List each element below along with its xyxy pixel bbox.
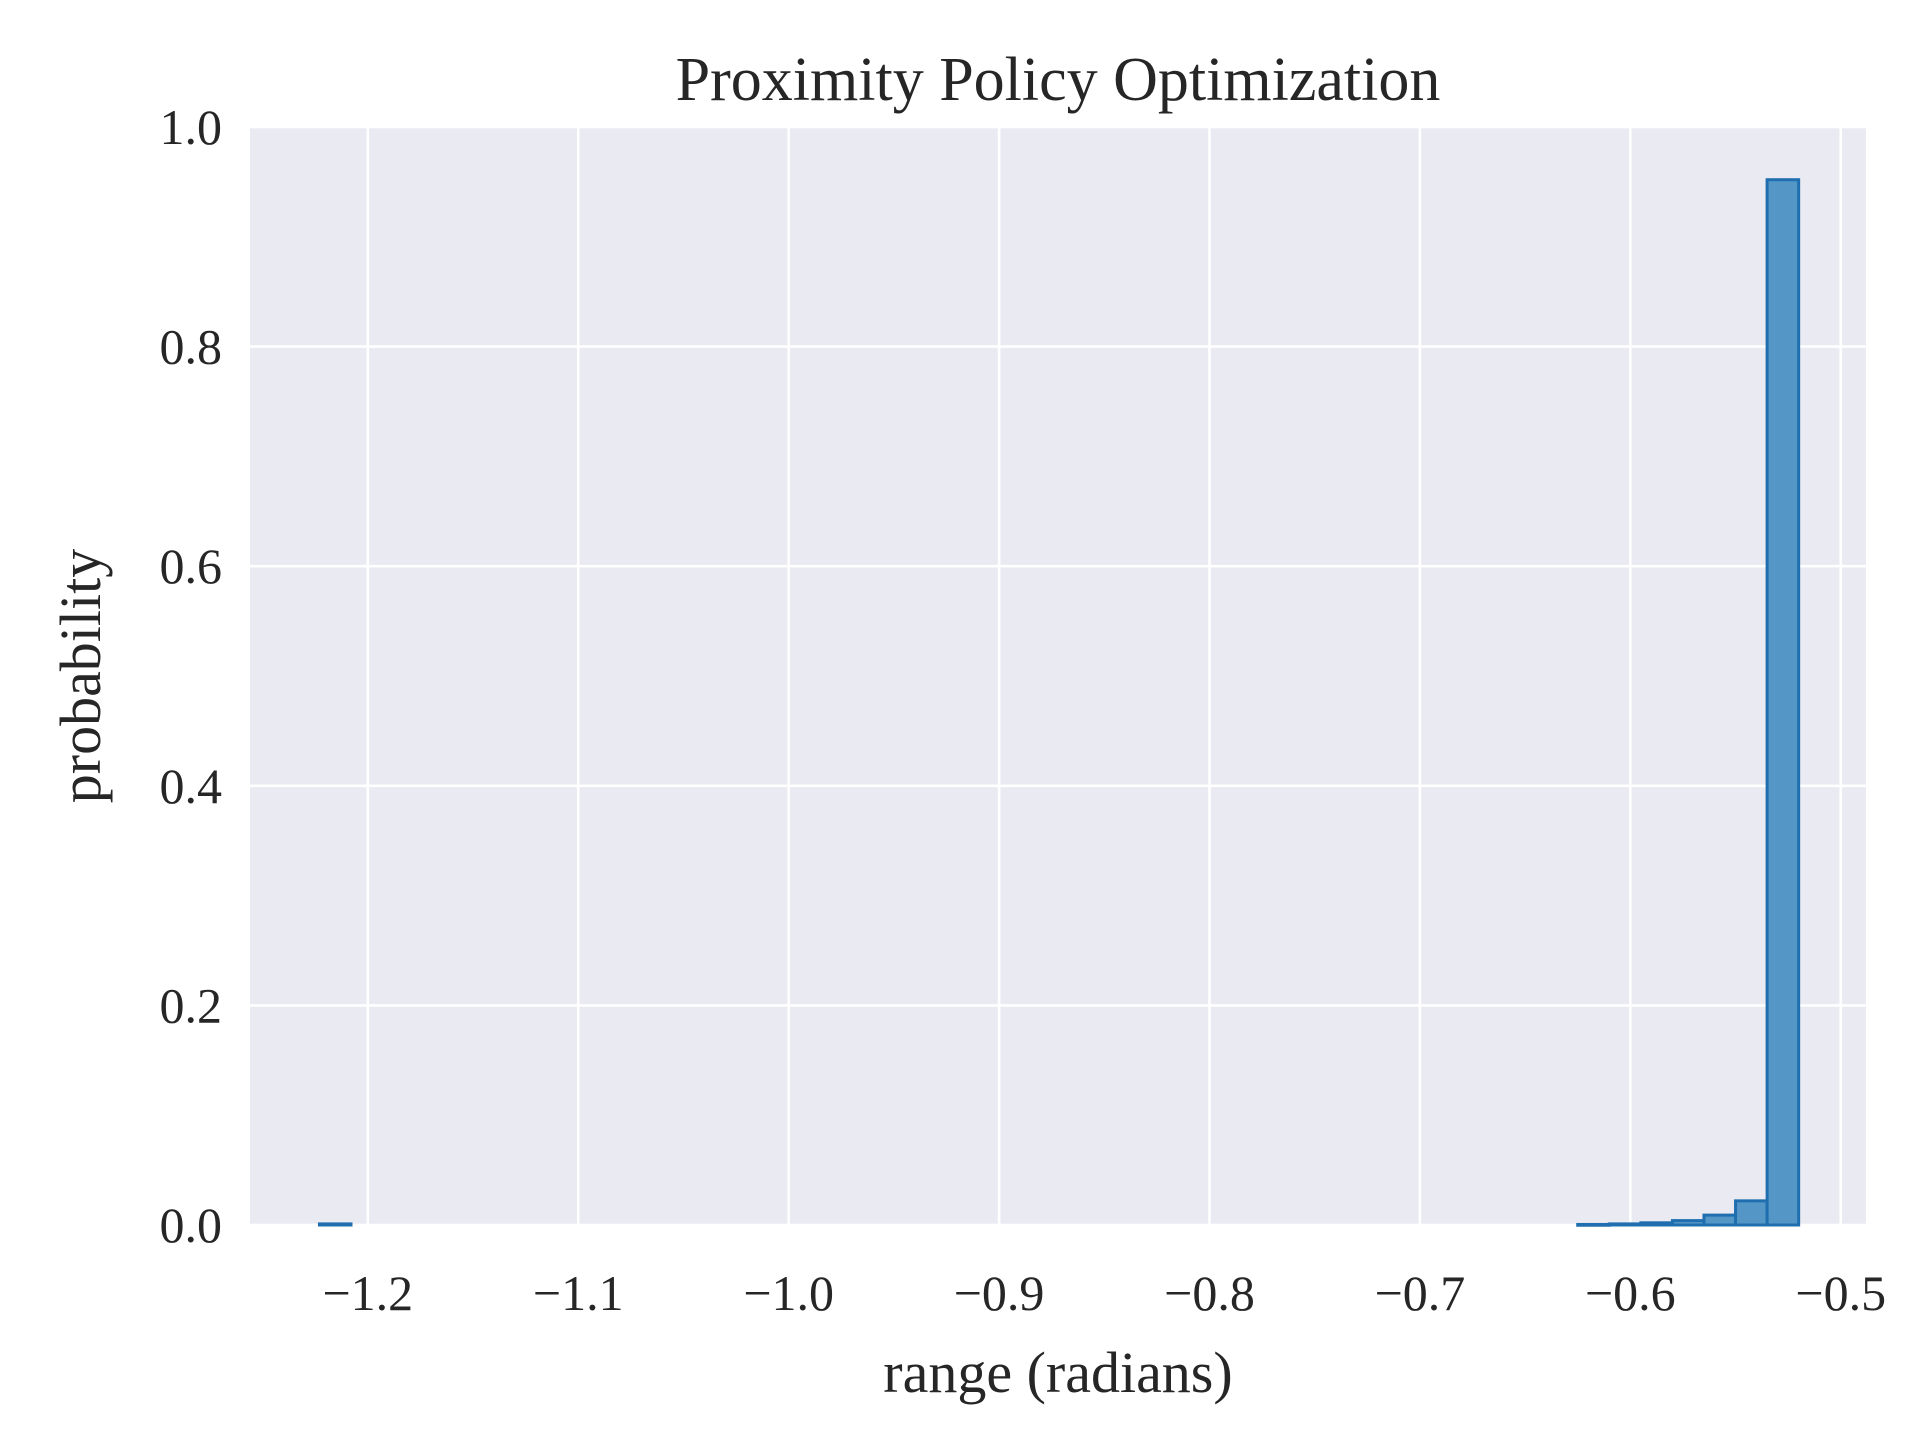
histogram-bar-7 — [1765, 178, 1801, 1227]
histogram-bar-6 — [1734, 1199, 1769, 1227]
x-tick-label: −0.9 — [954, 1265, 1045, 1321]
histogram-bar-5 — [1702, 1213, 1738, 1227]
y-tick-label: 0.8 — [160, 319, 223, 375]
y-tick-label: 0.0 — [160, 1197, 223, 1253]
y-tick-label: 0.2 — [160, 977, 223, 1033]
grid-lines — [250, 125, 1866, 1227]
y-tick-label: 1.0 — [160, 99, 223, 155]
x-tick-label: −0.7 — [1375, 1265, 1466, 1321]
histogram-bars — [317, 178, 1801, 1227]
x-axis-label: range (radians) — [883, 1340, 1232, 1405]
x-tick-label: −1.0 — [743, 1265, 834, 1321]
y-tick-label: 0.6 — [160, 538, 223, 594]
x-tick-label: −1.1 — [533, 1265, 624, 1321]
x-tick-label: −0.8 — [1164, 1265, 1255, 1321]
chart-title: Proximity Policy Optimization — [676, 46, 1441, 114]
plot-area — [250, 127, 1866, 1225]
histogram-bar-0 — [317, 1222, 353, 1227]
histogram-bar-3 — [1639, 1221, 1674, 1227]
y-axis-label: probability — [48, 549, 113, 804]
x-tick-label: −1.2 — [322, 1265, 413, 1321]
x-axis-ticks: −1.2 −1.1 −1.0 −0.9 −0.8 −0.7 −0.6 −0.5 — [322, 1265, 1886, 1321]
histogram-bar-4 — [1670, 1219, 1706, 1227]
x-tick-label: −0.5 — [1795, 1265, 1886, 1321]
histogram-bar-1 — [1576, 1222, 1611, 1227]
histogram-bar-2 — [1607, 1222, 1643, 1227]
y-axis-ticks: 0.0 0.2 0.4 0.6 0.8 1.0 — [160, 99, 223, 1253]
y-tick-label: 0.4 — [160, 758, 223, 814]
x-tick-label: −0.6 — [1585, 1265, 1676, 1321]
